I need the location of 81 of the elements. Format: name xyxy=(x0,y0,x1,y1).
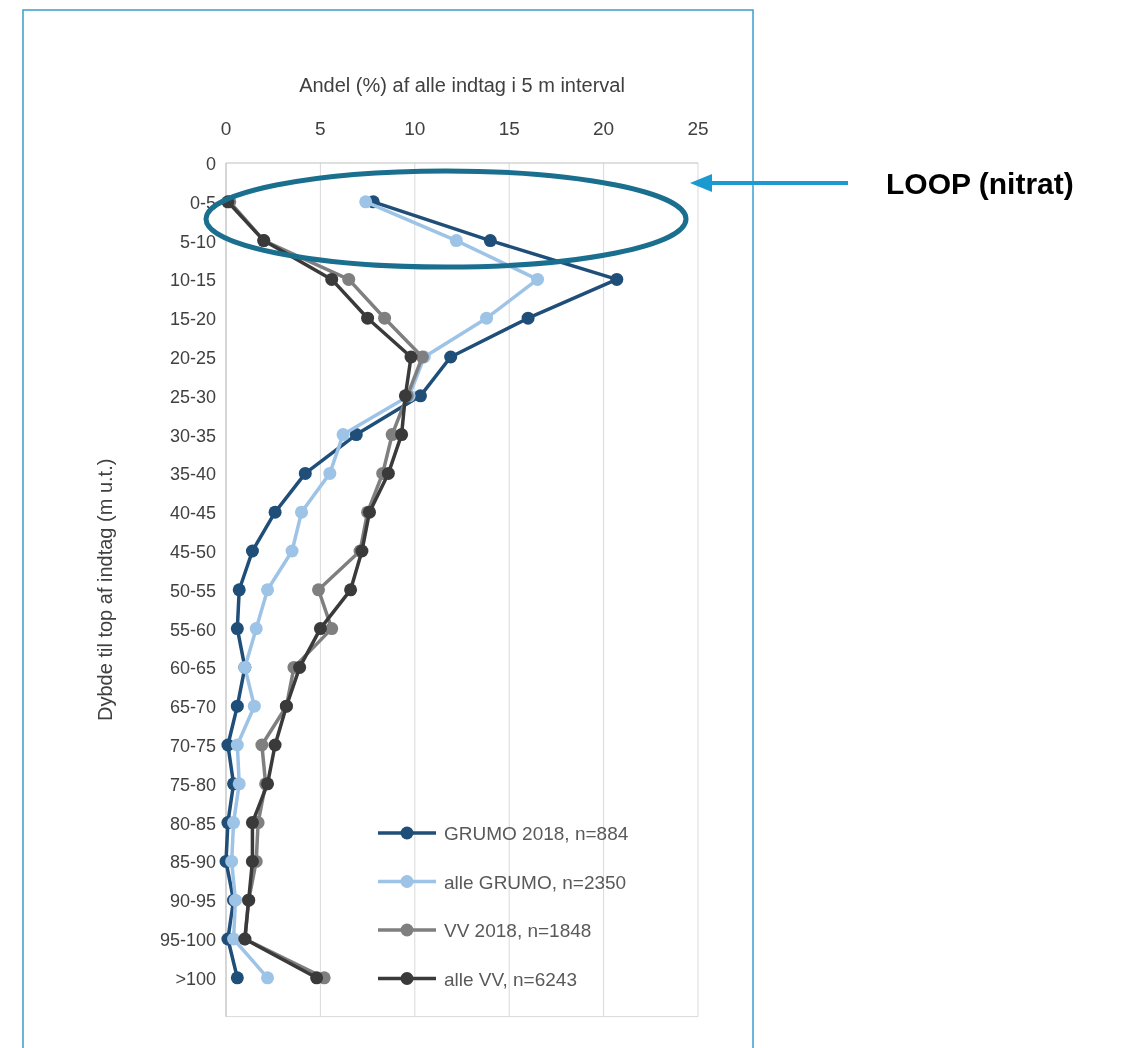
point xyxy=(342,272,356,286)
x-tick-label: 5 xyxy=(315,118,326,139)
y-tick-label: 40-45 xyxy=(169,503,216,524)
point xyxy=(413,389,427,403)
y-tick-label: 80-85 xyxy=(169,813,216,834)
y-axis-title: Dybde til top af indtag (m u.t.) xyxy=(94,458,116,721)
y-tick-label: 45-50 xyxy=(169,542,216,562)
point xyxy=(230,622,244,636)
point xyxy=(298,466,312,480)
y-tick-label: 35-40 xyxy=(169,464,216,485)
point xyxy=(295,505,309,519)
point xyxy=(227,816,241,830)
y-tick-label: 55-60 xyxy=(169,619,216,640)
y-tick-label: 85-90 xyxy=(169,852,216,873)
point xyxy=(261,971,275,985)
point xyxy=(230,699,244,713)
y-tick-label: >100 xyxy=(175,968,216,989)
legend-label: alle VV, n=6243 xyxy=(444,968,577,990)
point xyxy=(230,971,244,985)
legend-label: alle GRUMO, n=2350 xyxy=(444,871,627,893)
point xyxy=(245,816,259,830)
y-tick-label: 95-100 xyxy=(159,930,216,950)
point xyxy=(449,234,463,248)
y-tick-label: 70-75 xyxy=(169,736,216,756)
point xyxy=(521,311,535,325)
point xyxy=(359,195,373,209)
x-tick-label: 0 xyxy=(220,118,232,139)
y-tick-label: 75-80 xyxy=(169,774,216,795)
point xyxy=(247,699,261,713)
point xyxy=(531,272,545,286)
point xyxy=(293,660,307,674)
point xyxy=(349,428,363,442)
y-tick-label: 50-55 xyxy=(169,580,216,601)
point xyxy=(610,272,624,286)
x-tick-label: 20 xyxy=(593,118,615,139)
point xyxy=(232,777,246,791)
point xyxy=(361,311,375,325)
point xyxy=(483,234,497,248)
point xyxy=(230,738,244,752)
y-tick-label: 25-30 xyxy=(169,386,216,407)
point xyxy=(285,544,299,558)
text: LOOP (nitrat) xyxy=(886,167,1074,200)
point xyxy=(480,311,494,325)
point xyxy=(227,932,241,946)
y-tick-label: 30-35 xyxy=(169,425,216,446)
y-tick-label: 20-25 xyxy=(169,348,216,368)
point xyxy=(325,272,339,286)
x-tick-label: 25 xyxy=(687,118,709,139)
point xyxy=(312,583,326,597)
point xyxy=(268,738,282,752)
point xyxy=(310,971,324,985)
point xyxy=(395,428,409,442)
point xyxy=(323,466,337,480)
legend-label: GRUMO 2018, n=884 xyxy=(444,823,629,844)
point xyxy=(404,350,418,364)
point xyxy=(249,622,263,636)
point xyxy=(444,350,458,364)
y-tick-label: 5-10 xyxy=(179,231,216,252)
point xyxy=(344,583,358,597)
point xyxy=(261,583,275,597)
x-axis-title: Andel (%) af alle indtag i 5 m interval xyxy=(299,74,625,96)
y-tick-label: 0 xyxy=(205,154,216,174)
point xyxy=(325,622,339,636)
point xyxy=(313,622,327,636)
y-tick-label: 15-20 xyxy=(169,309,216,330)
y-tick-label: 65-70 xyxy=(169,697,216,718)
x-tick-label: 15 xyxy=(498,118,520,139)
point xyxy=(245,544,259,558)
point xyxy=(378,311,392,325)
y-tick-label: 60-65 xyxy=(169,658,216,679)
y-tick-label: 10-15 xyxy=(169,270,216,291)
point xyxy=(225,854,239,868)
x-tick-label: 10 xyxy=(404,118,426,139)
point xyxy=(381,466,395,480)
point xyxy=(336,428,350,442)
point xyxy=(268,505,282,519)
point xyxy=(232,583,246,597)
legend-label: VV 2018, n=1848 xyxy=(444,920,592,941)
y-tick-label: 90-95 xyxy=(169,891,216,912)
point xyxy=(255,738,269,752)
point xyxy=(245,854,259,868)
